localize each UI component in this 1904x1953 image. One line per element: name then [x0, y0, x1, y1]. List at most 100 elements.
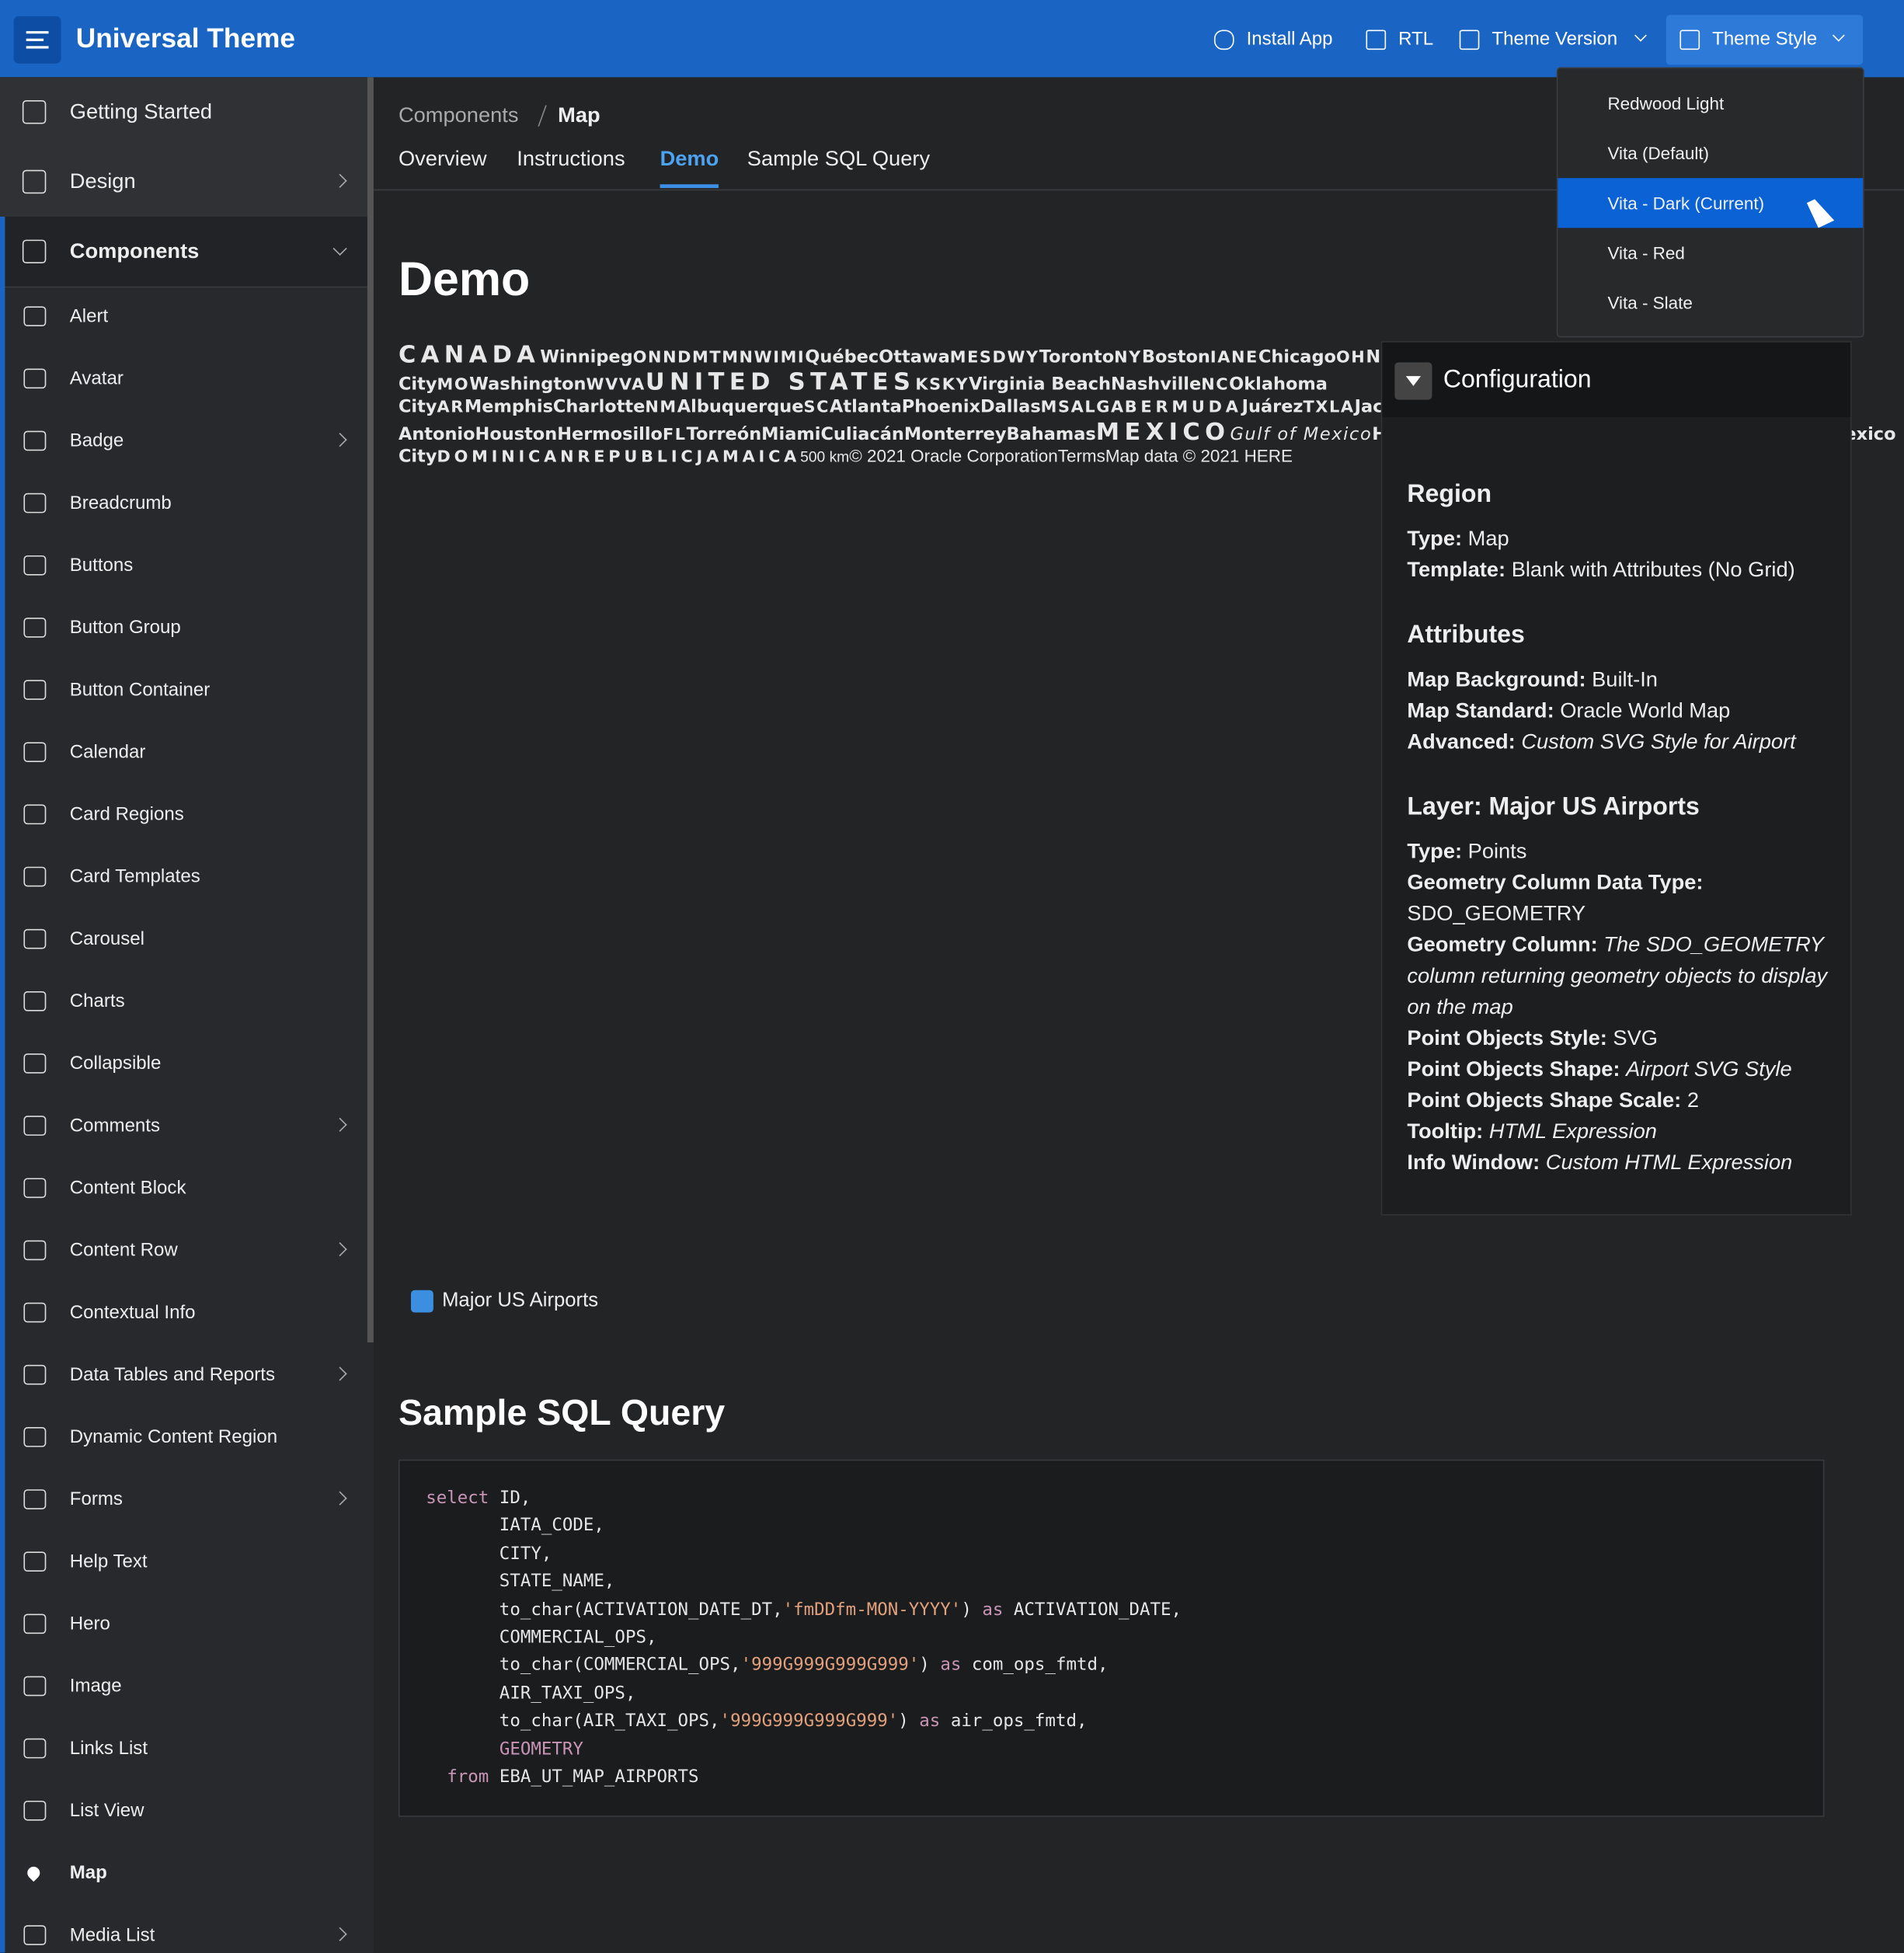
tab[interactable]: Sample SQL Query — [747, 147, 931, 171]
tab[interactable]: Demo — [660, 147, 719, 189]
nav-item[interactable]: Media List — [0, 1904, 367, 1953]
tab[interactable]: Overview — [398, 147, 487, 171]
map-label: CANADA — [398, 341, 541, 369]
theme-option[interactable]: Vita - Slate — [1558, 277, 1863, 327]
nav-icon — [23, 990, 47, 1011]
nav-item[interactable]: Contextual Info — [0, 1281, 367, 1343]
map-label: Hermosillo — [557, 424, 663, 445]
nav-item[interactable]: Forms — [0, 1468, 367, 1530]
nav-item[interactable]: Card Regions — [0, 783, 367, 845]
action-icon — [1459, 30, 1480, 50]
map-label: ND — [663, 348, 693, 367]
theme-option[interactable]: Vita - Red — [1558, 228, 1863, 277]
action-icon — [1679, 30, 1700, 50]
map-label: SC — [803, 398, 830, 418]
app-title[interactable]: Universal Theme — [75, 22, 296, 54]
code-token: to_char(COMMERCIAL_OPS, — [426, 1655, 741, 1676]
code-token: com_ops_fmtd, — [961, 1655, 1109, 1676]
sidebar: Getting Started Design Components Alert Avat… — [0, 77, 374, 1953]
config-title: Configuration — [1443, 366, 1592, 394]
theme-option[interactable]: Vita - Dark (Current) — [1558, 178, 1864, 228]
code-token: from — [447, 1767, 489, 1788]
nav-item[interactable]: Carousel — [0, 908, 367, 970]
nav-icon — [23, 1364, 47, 1385]
nav-item[interactable]: Map — [0, 1842, 367, 1904]
nav-item[interactable]: Data Tables and Reports — [0, 1344, 367, 1406]
attribution: Terms — [1057, 445, 1105, 466]
action-icon — [1366, 30, 1387, 50]
nav-item[interactable]: Components — [0, 216, 367, 288]
nav-item[interactable]: Hero — [0, 1593, 367, 1655]
breadcrumb[interactable]: Components — [398, 103, 519, 127]
header-action[interactable]: Theme Style — [1712, 28, 1818, 50]
code-line: to_char(ACTIVATION_DATE_DT,'fmDDfm-MON-Y… — [400, 1596, 1823, 1624]
code-token: GEOMETRY — [499, 1739, 583, 1760]
code-token: STATE_NAME, — [426, 1572, 615, 1592]
menu-button[interactable] — [13, 16, 61, 64]
nav-item[interactable]: Avatar — [0, 347, 367, 409]
nav-item[interactable]: Badge — [0, 409, 367, 472]
config-key: Advanced: — [1407, 729, 1516, 754]
map-label: Washington — [469, 374, 587, 395]
code-token: air_ops_fmtd, — [940, 1711, 1088, 1732]
map-label: Phoenix — [901, 397, 981, 418]
nav-item[interactable]: Button Container — [0, 659, 367, 721]
main: Components Map Overview Instructions Demo Sam… — [373, 77, 1904, 1952]
nav-item[interactable]: List View — [0, 1780, 367, 1842]
breadcrumb-current: Map — [558, 103, 600, 127]
nav-item[interactable]: Alert — [0, 285, 367, 347]
nav-item[interactable]: Comments — [0, 1095, 367, 1157]
nav-icon — [24, 1864, 43, 1882]
header-action[interactable]: RTL — [1398, 28, 1434, 50]
config-section-title: Region — [1407, 480, 1492, 509]
nav-label: Alert — [69, 305, 109, 327]
theme-option-label: Vita (Default) — [1607, 143, 1710, 163]
nav-item[interactable]: Collapsible — [0, 1032, 367, 1095]
nav-item[interactable]: Getting Started — [0, 77, 367, 148]
nav-item[interactable]: Content Row — [0, 1219, 367, 1281]
caret — [1634, 29, 1647, 42]
map-label: UNITED STATES — [645, 368, 916, 396]
tab[interactable]: Instructions — [517, 147, 625, 171]
nav-item[interactable]: Design — [0, 147, 367, 218]
config-row: Point Objects Style: SVG — [1407, 1022, 1836, 1053]
nav-item[interactable]: Dynamic Content Region — [0, 1406, 367, 1468]
map-label: MN — [722, 348, 754, 367]
nav-item[interactable]: Card Templates — [0, 845, 367, 907]
nav-item[interactable]: Buttons — [0, 534, 367, 597]
code-line: STATE_NAME, — [400, 1568, 1823, 1596]
map-label: VA — [618, 376, 646, 395]
nav-item[interactable]: Help Text — [0, 1530, 367, 1593]
nav-icon — [23, 1551, 47, 1572]
nav-item[interactable]: Button Group — [0, 597, 367, 659]
nav-item[interactable]: Calendar — [0, 721, 367, 783]
nav-item[interactable]: Image — [0, 1655, 367, 1717]
nav-item[interactable]: Charts — [0, 970, 367, 1032]
map-label: Monterrey — [903, 424, 1007, 445]
nav-label: Components — [69, 238, 200, 263]
theme-option[interactable]: Vita (Default) — [1558, 128, 1863, 178]
theme-option[interactable]: Redwood Light — [1558, 78, 1863, 128]
header-action[interactable]: Install App — [1246, 28, 1333, 50]
code-token: to_char(AIR_TAXI_OPS, — [426, 1711, 720, 1732]
nav-item[interactable]: Breadcrumb — [0, 472, 367, 534]
map-label: WV — [586, 376, 619, 395]
map-label: NE — [1230, 348, 1258, 367]
page-heading: Demo — [398, 254, 531, 307]
config-key: Type: — [1407, 527, 1463, 551]
chevron — [332, 433, 347, 447]
nav-label: Media List — [69, 1924, 155, 1946]
map-label: KS — [915, 376, 942, 395]
nav-item[interactable]: Content Block — [0, 1157, 367, 1219]
code-token — [426, 1767, 447, 1788]
nav-label: Calendar — [69, 741, 146, 763]
legend-checkbox[interactable] — [410, 1290, 433, 1313]
config-row: Map Background: Built-In — [1407, 663, 1836, 695]
attribution: Map data © 2021 HERE — [1105, 445, 1293, 466]
nav-item[interactable]: Links List — [0, 1718, 367, 1780]
header-action[interactable]: Theme Version — [1492, 28, 1618, 50]
map-label: Nashville — [1111, 374, 1202, 395]
map-label: Québec — [805, 347, 879, 367]
nav-label: Hero — [69, 1613, 110, 1634]
map-label: MEXICO — [1095, 418, 1230, 446]
